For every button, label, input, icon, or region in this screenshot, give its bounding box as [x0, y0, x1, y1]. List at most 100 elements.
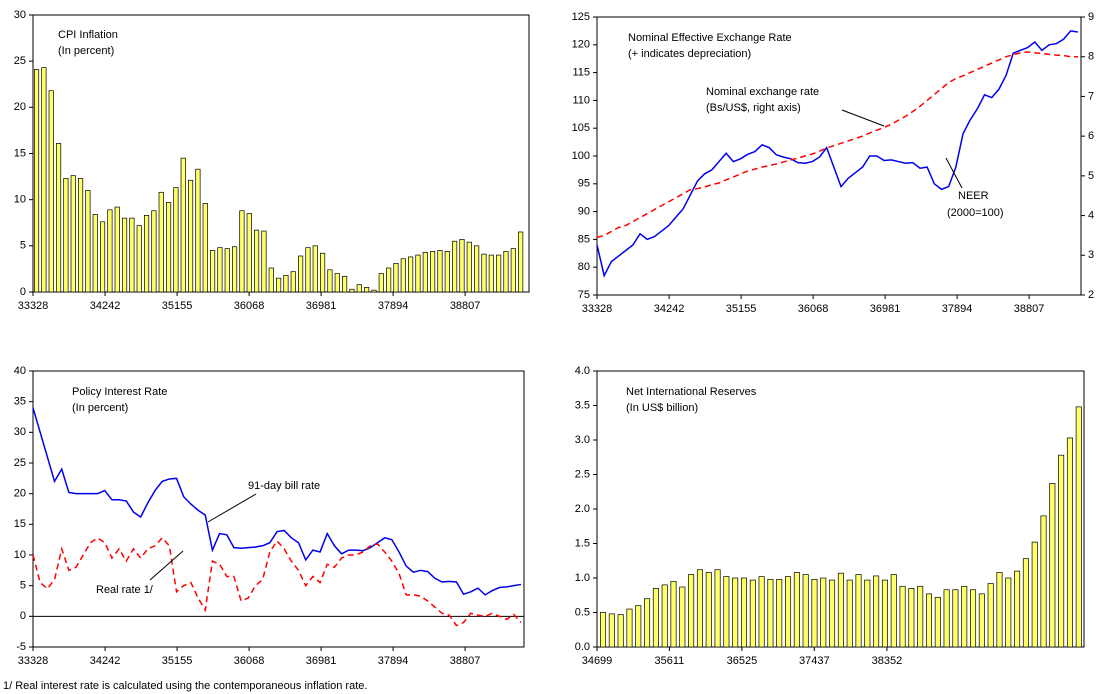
- leader-line: [207, 493, 257, 523]
- x-tick-label: 38807: [1014, 303, 1045, 315]
- y2-tick-label: 3: [1088, 249, 1094, 261]
- bar: [996, 572, 1003, 648]
- y-tick-label: 0: [20, 610, 26, 622]
- bar: [393, 263, 399, 293]
- bar: [503, 251, 509, 293]
- bar: [873, 575, 880, 648]
- bar: [99, 221, 106, 293]
- y2-tick-label: 4: [1088, 209, 1094, 221]
- leader-line: [945, 157, 963, 189]
- bar: [908, 587, 915, 648]
- bar: [158, 191, 164, 293]
- bar: [232, 246, 238, 293]
- bar: [617, 614, 624, 648]
- y2-tick-label: 9: [1088, 11, 1094, 23]
- y-tick-label: 3.5: [575, 399, 590, 411]
- bar: [166, 202, 172, 293]
- bar: [749, 579, 756, 648]
- bar: [925, 593, 933, 648]
- bar: [254, 229, 260, 293]
- y-tick-label: 20: [14, 101, 26, 113]
- bar: [342, 275, 348, 293]
- bar: [85, 190, 91, 293]
- bar: [767, 579, 774, 648]
- y-tick-label: 100: [572, 150, 590, 162]
- leader-line: [841, 109, 885, 127]
- bar: [518, 231, 524, 293]
- bar: [899, 585, 906, 648]
- bar: [378, 273, 384, 293]
- bar: [776, 579, 783, 648]
- series-line: [32, 536, 522, 627]
- series-note: (2000=100): [947, 207, 1004, 219]
- bar: [55, 142, 62, 293]
- bar: [829, 579, 836, 648]
- bar: [129, 217, 135, 293]
- x-tick-label: 36981: [870, 303, 901, 315]
- bar: [732, 577, 739, 648]
- x-tick-label: 36525: [727, 655, 758, 667]
- x-tick-label: 36068: [798, 303, 829, 315]
- bar: [33, 69, 40, 293]
- chart-subtitle: (In percent): [58, 45, 114, 57]
- bar: [881, 579, 888, 648]
- y-tick-label: 40: [14, 365, 26, 377]
- bar: [173, 187, 179, 293]
- bar: [934, 596, 941, 648]
- y-tick-label: 15: [14, 518, 26, 530]
- bar: [188, 179, 194, 293]
- y-tick-label: 10: [14, 194, 26, 206]
- bar: [143, 215, 150, 293]
- x-tick-label: 33328: [582, 303, 613, 315]
- y-tick-label: 25: [14, 55, 26, 67]
- bar: [408, 256, 414, 293]
- y-tick-label: 120: [572, 39, 590, 51]
- bar: [496, 254, 502, 293]
- bar: [714, 569, 721, 648]
- chart-title: Nominal Effective Exchange Rate: [628, 32, 792, 44]
- y2-tick-label: 6: [1088, 130, 1094, 142]
- bar: [320, 252, 326, 293]
- x-tick-label: 37894: [378, 655, 409, 667]
- bar: [41, 67, 47, 293]
- bar: [1075, 406, 1082, 648]
- bar: [195, 168, 201, 293]
- bar: [334, 273, 340, 293]
- series-label: Real rate 1/: [96, 584, 154, 596]
- bar: [452, 240, 458, 293]
- bar: [114, 206, 120, 293]
- bar: [740, 577, 747, 648]
- bar: [510, 248, 516, 293]
- bar: [846, 579, 853, 648]
- bar: [1066, 437, 1073, 648]
- bar: [48, 90, 54, 293]
- x-tick-label: 33328: [18, 655, 49, 667]
- footnote: 1/ Real interest rate is calculated usin…: [3, 680, 367, 692]
- y-tick-label: 3.0: [575, 434, 590, 446]
- bar: [63, 178, 69, 293]
- y-tick-label: 20: [14, 488, 26, 500]
- bar: [415, 254, 421, 293]
- x-tick-label: 38807: [450, 655, 481, 667]
- bar: [652, 587, 659, 648]
- bar: [626, 608, 633, 648]
- bar: [430, 251, 436, 293]
- bar: [121, 217, 128, 293]
- y-tick-label: 0.5: [575, 606, 590, 618]
- x-tick-label: 38352: [872, 655, 903, 667]
- series-line: [596, 51, 1078, 239]
- bar: [77, 178, 84, 293]
- bar: [151, 210, 157, 293]
- x-tick-label: 37437: [799, 655, 830, 667]
- bar: [785, 576, 792, 648]
- bar: [444, 251, 450, 293]
- bar: [276, 277, 282, 293]
- x-tick-label: 34242: [654, 303, 685, 315]
- x-tick-label: 36981: [306, 655, 337, 667]
- chart-title: Net International Reserves: [626, 386, 757, 398]
- y-tick-label: 1.5: [575, 537, 590, 549]
- bar: [217, 247, 223, 293]
- y-tick-label: 105: [572, 122, 590, 134]
- y-tick-label: 30: [14, 426, 26, 438]
- y2-tick-label: 5: [1088, 170, 1094, 182]
